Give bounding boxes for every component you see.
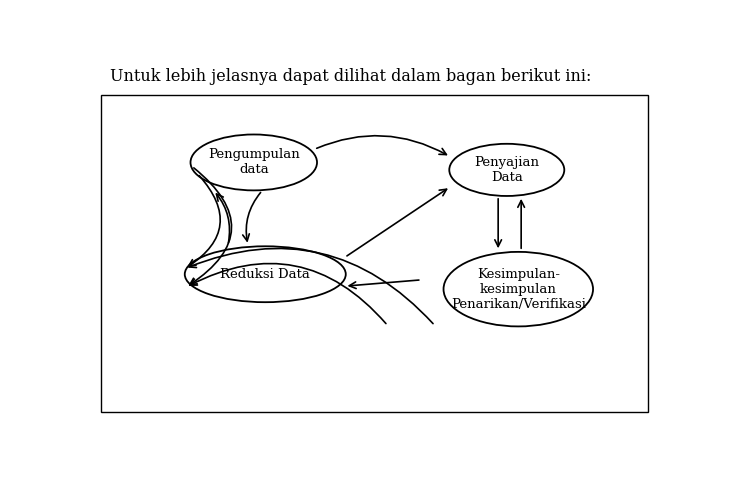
Text: Kesimpulan-
kesimpulan
Penarikan/Verifikasi: Kesimpulan- kesimpulan Penarikan/Verifik… <box>451 268 585 311</box>
FancyArrowPatch shape <box>190 263 386 324</box>
Ellipse shape <box>444 252 593 326</box>
Ellipse shape <box>191 135 317 190</box>
Ellipse shape <box>185 246 346 302</box>
Bar <box>102 95 648 412</box>
FancyArrowPatch shape <box>190 168 232 285</box>
Ellipse shape <box>450 144 565 196</box>
Text: Untuk lebih jelasnya dapat dilihat dalam bagan berikut ini:: Untuk lebih jelasnya dapat dilihat dalam… <box>110 68 591 85</box>
Text: Reduksi Data: Reduksi Data <box>220 268 310 281</box>
Text: Pengumpulan
data: Pengumpulan data <box>208 149 300 177</box>
Text: Penyajian
Data: Penyajian Data <box>474 156 539 184</box>
